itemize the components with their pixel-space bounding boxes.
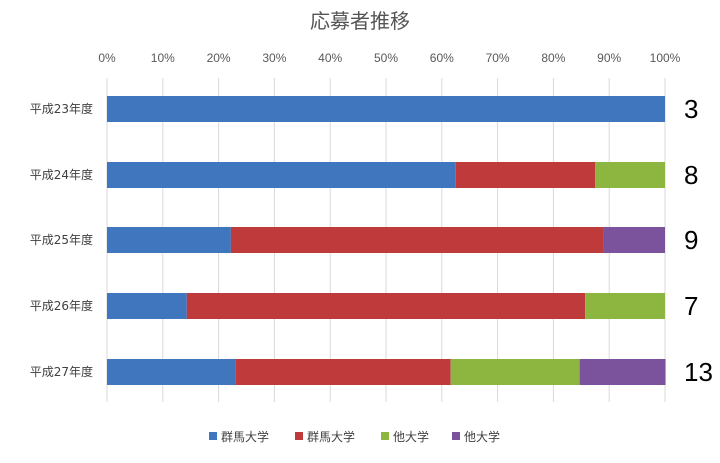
bar-segment bbox=[186, 293, 586, 319]
bar-segment bbox=[603, 227, 665, 253]
legend-label: 他大学 bbox=[393, 429, 429, 444]
bar-segment bbox=[107, 162, 456, 188]
total-label: 9 bbox=[684, 225, 698, 255]
bar-segment bbox=[107, 359, 236, 385]
bar-segment bbox=[107, 293, 187, 319]
bar-segment bbox=[585, 293, 665, 319]
x-tick-label: 100% bbox=[650, 51, 681, 65]
total-label: 8 bbox=[684, 160, 698, 190]
bar-segment bbox=[595, 162, 665, 188]
category-label: 平成23年度 bbox=[30, 101, 93, 116]
x-tick-label: 10% bbox=[151, 51, 175, 65]
x-tick-label: 0% bbox=[98, 51, 116, 65]
legend-label: 群馬大学 bbox=[307, 429, 355, 444]
legend-swatch bbox=[295, 432, 303, 440]
x-tick-label: 20% bbox=[207, 51, 231, 65]
legend-swatch bbox=[452, 432, 460, 440]
category-label: 平成26年度 bbox=[30, 298, 93, 313]
bar-segment bbox=[235, 359, 451, 385]
x-tick-label: 90% bbox=[597, 51, 621, 65]
total-label: 7 bbox=[684, 291, 698, 321]
bar-segment bbox=[107, 227, 231, 253]
legend-label: 群馬大学 bbox=[221, 429, 269, 444]
x-tick-label: 60% bbox=[430, 51, 454, 65]
legend-swatch bbox=[381, 432, 389, 440]
bar-segment bbox=[230, 227, 604, 253]
category-label: 平成25年度 bbox=[30, 232, 93, 247]
bar-segment bbox=[450, 359, 580, 385]
x-axis-ticks: 0% 10% 20% 30% 40% 50% 60% 70% 80% 90% 100% bbox=[98, 51, 680, 65]
bar-segment bbox=[579, 359, 666, 385]
legend: 群馬大学 群馬大学 他大学 他大学 bbox=[209, 429, 500, 444]
x-tick-label: 30% bbox=[262, 51, 286, 65]
bar-segment bbox=[455, 162, 596, 188]
bar-segment bbox=[107, 96, 665, 122]
x-tick-label: 40% bbox=[318, 51, 342, 65]
legend-label: 他大学 bbox=[464, 429, 500, 444]
legend-swatch bbox=[209, 432, 217, 440]
bars bbox=[107, 96, 666, 385]
x-tick-label: 70% bbox=[486, 51, 510, 65]
category-label: 平成27年度 bbox=[30, 364, 93, 379]
x-tick-label: 50% bbox=[374, 51, 398, 65]
category-label: 平成24年度 bbox=[30, 167, 93, 182]
chart-title: 応募者推移 bbox=[310, 9, 410, 33]
total-labels: 3 8 9 7 13 bbox=[684, 94, 713, 387]
x-tick-label: 80% bbox=[541, 51, 565, 65]
total-label: 13 bbox=[684, 357, 713, 387]
total-label: 3 bbox=[684, 94, 698, 124]
